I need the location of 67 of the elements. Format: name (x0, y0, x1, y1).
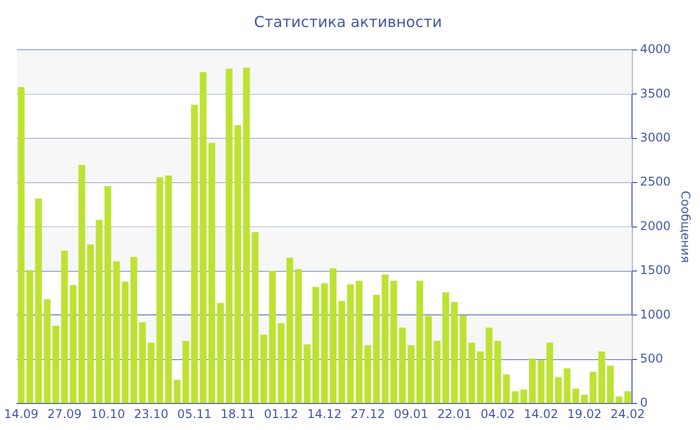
x-tick-label: 19.02 (567, 406, 602, 421)
bar (572, 388, 580, 404)
y-tick-label: 500 (640, 352, 663, 366)
bar (96, 220, 103, 404)
bar (165, 176, 172, 404)
y-tick-label: 3000 (640, 130, 671, 145)
bar (208, 142, 216, 404)
x-tick-label: 04.02 (480, 406, 515, 421)
bar (442, 292, 450, 404)
bar (18, 87, 25, 404)
bar (139, 322, 146, 404)
x-tick-label: 05.11 (177, 406, 212, 421)
bar (122, 282, 129, 404)
bar (148, 342, 155, 404)
bar (104, 186, 112, 404)
x-tick-label: 18.11 (220, 406, 255, 421)
bar (390, 280, 398, 404)
bar (217, 302, 224, 404)
bar (130, 256, 138, 404)
y-tick-label: 1000 (640, 307, 671, 322)
bar (78, 164, 86, 404)
bar (87, 244, 94, 404)
bar (494, 340, 502, 404)
bar (35, 198, 42, 404)
bar (182, 340, 190, 404)
y-tick-label: 3500 (640, 86, 671, 100)
bar (252, 232, 259, 404)
y-tick-label: 4000 (640, 42, 671, 56)
bar (598, 351, 606, 404)
bar (191, 104, 198, 404)
bar (260, 334, 268, 404)
bar (174, 380, 181, 404)
y-tick-label: 2000 (640, 218, 671, 233)
bar (156, 177, 164, 404)
x-tick-label: 14.09 (4, 406, 38, 421)
y-axis-title: Сообщения (678, 190, 693, 263)
bar (624, 391, 632, 404)
bar (338, 301, 346, 404)
bar (468, 342, 476, 404)
bar (226, 68, 233, 404)
x-tick-label: 22.01 (437, 406, 472, 421)
x-tick-label: 10.10 (90, 406, 126, 421)
bar (70, 285, 77, 404)
bar (52, 326, 60, 404)
x-tick-label: 27.12 (350, 406, 385, 421)
bar (364, 345, 372, 404)
bar (200, 72, 207, 404)
bar (286, 258, 294, 404)
bar (234, 125, 242, 404)
chart-title: Статистика активности (254, 12, 442, 31)
y-tick-label: 2500 (640, 174, 671, 189)
bar (26, 270, 34, 404)
x-tick-label: 14.02 (524, 406, 558, 421)
y-tick-label: 1500 (640, 263, 671, 278)
bar (243, 68, 250, 404)
x-tick-label: 09.01 (394, 406, 428, 421)
bar (416, 280, 424, 404)
bar (520, 389, 528, 404)
x-tick-label: 27.09 (47, 406, 82, 421)
bar (61, 250, 68, 404)
bar (312, 286, 320, 404)
bar (113, 261, 120, 404)
bar (546, 342, 554, 404)
bar (44, 299, 51, 404)
x-tick-label: 23.10 (134, 406, 168, 421)
x-tick-label: 01.12 (264, 406, 298, 421)
x-tick-label: 14.12 (307, 406, 342, 421)
